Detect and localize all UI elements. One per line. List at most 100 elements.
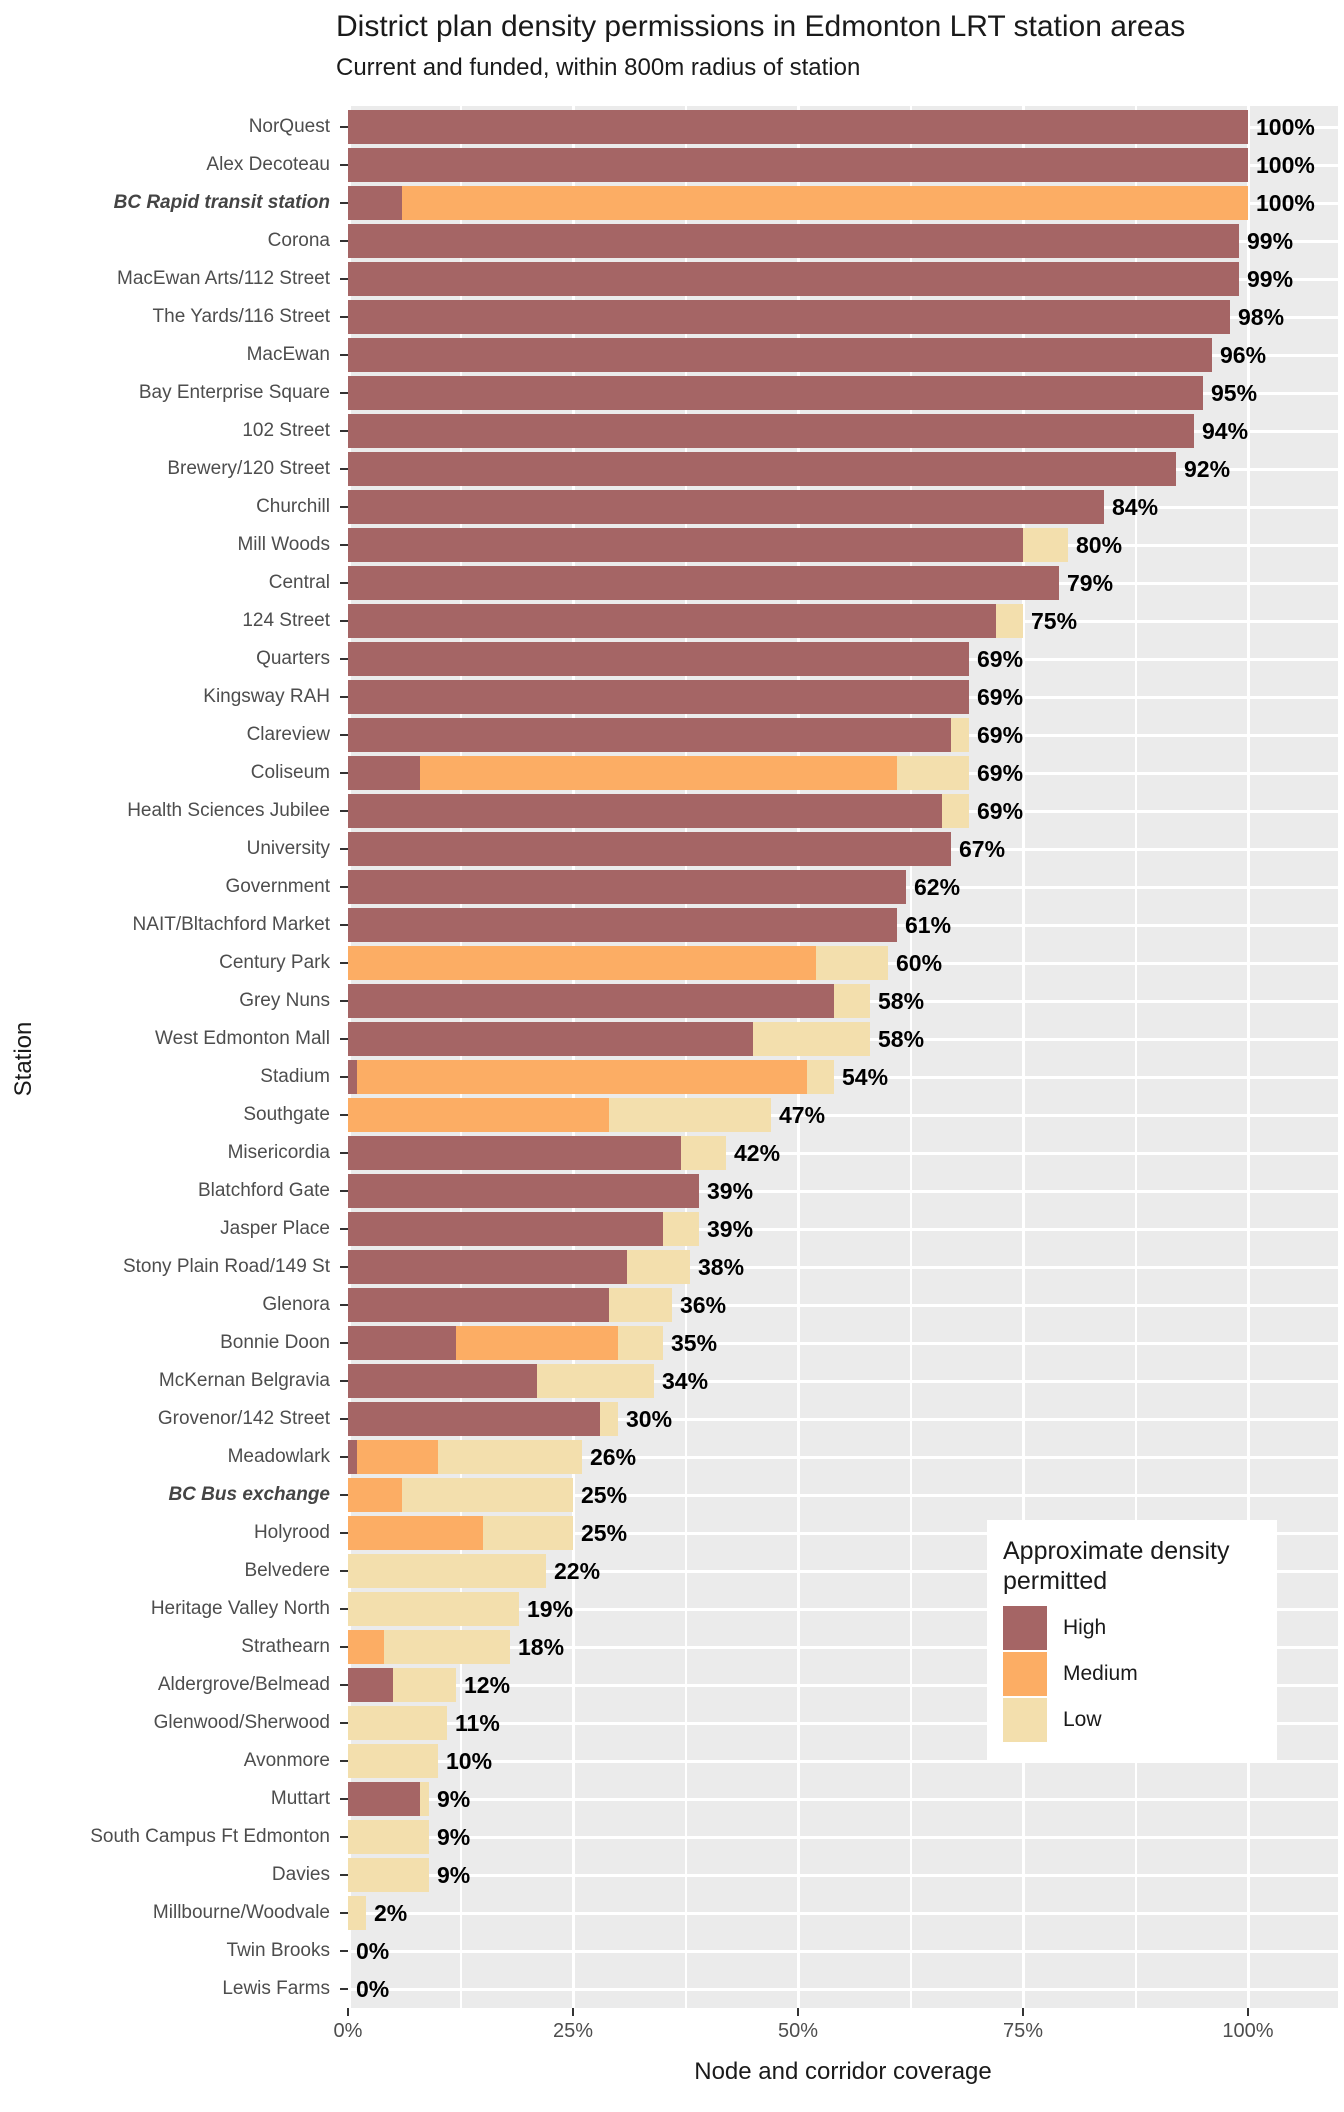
stacked-bar — [348, 1592, 519, 1626]
bar-segment-low — [348, 1592, 519, 1626]
x-tick-label: 100% — [1222, 2020, 1274, 2042]
bar-segment-high — [348, 604, 996, 638]
stacked-bar — [348, 452, 1176, 486]
value-label: 2% — [374, 1900, 408, 1926]
x-tick-label: 0% — [333, 2020, 363, 2042]
bar-segment-low — [393, 1668, 456, 1702]
stacked-bar — [348, 1896, 366, 1930]
legend-swatch-high — [1003, 1606, 1047, 1650]
y-tick-mark — [340, 734, 348, 736]
gridline-minor — [1134, 106, 1137, 2008]
value-label: 99% — [1247, 228, 1294, 254]
stacked-bar — [348, 908, 897, 942]
bar-segment-low — [618, 1326, 663, 1360]
gridline-row — [348, 1722, 1338, 1725]
bar-segment-high — [348, 338, 1212, 372]
bar-segment-high — [348, 1174, 699, 1208]
y-tick-mark — [340, 1684, 348, 1686]
y-tick-mark — [340, 1570, 348, 1572]
x-axis-title: Node and corridor coverage — [694, 2058, 992, 2085]
station-label: BC Bus exchange — [168, 1484, 330, 1505]
station-label: Mill Woods — [237, 534, 330, 555]
bar-segment-high — [348, 718, 951, 752]
stacked-bar — [348, 414, 1194, 448]
y-tick-mark — [340, 1836, 348, 1838]
bar-segment-low — [996, 604, 1023, 638]
gridline-major — [572, 106, 575, 2008]
bar-segment-high — [348, 870, 906, 904]
value-label: 96% — [1220, 342, 1267, 368]
stacked-bar — [348, 1326, 663, 1360]
value-label: 25% — [581, 1520, 628, 1546]
value-label: 9% — [437, 1862, 471, 1888]
gridline-major — [797, 106, 800, 2008]
gridline-major — [348, 106, 351, 2008]
station-label: BC Rapid transit station — [113, 192, 330, 213]
stacked-bar — [348, 1364, 654, 1398]
station-label: Central — [268, 572, 330, 593]
value-label: 61% — [905, 912, 952, 938]
bar-segment-high — [348, 1022, 753, 1056]
stacked-bar — [348, 870, 906, 904]
y-tick-mark — [340, 696, 348, 698]
stacked-bar — [348, 1402, 618, 1436]
y-tick-mark — [340, 430, 348, 432]
station-label: MacEwan — [246, 344, 330, 365]
station-label: Century Park — [219, 952, 330, 973]
bar-segment-low — [537, 1364, 654, 1398]
value-label: 100% — [1256, 190, 1315, 216]
stacked-bar — [348, 1744, 438, 1778]
bar-segment-low — [483, 1516, 573, 1550]
stacked-bar — [348, 1288, 672, 1322]
chart-title: District plan density permissions in Edm… — [336, 10, 1186, 43]
y-axis-title: Station — [10, 1021, 37, 1097]
bar-segment-low — [834, 984, 870, 1018]
y-tick-mark — [340, 1190, 348, 1192]
bar-segment-high — [348, 1402, 600, 1436]
y-tick-mark — [340, 582, 348, 584]
station-label: Lewis Farms — [222, 1978, 330, 1999]
legend-item: High — [1003, 1606, 1277, 1650]
value-label: 79% — [1067, 570, 1114, 596]
value-label: 62% — [914, 874, 961, 900]
station-label: Blatchford Gate — [197, 1180, 330, 1201]
stacked-bar — [348, 604, 1023, 638]
bar-segment-high — [348, 1440, 357, 1474]
stacked-bar — [348, 1782, 429, 1816]
legend-swatch-low — [1003, 1698, 1047, 1742]
bar-segment-low — [609, 1288, 672, 1322]
stacked-bar — [348, 1820, 429, 1854]
gridline-minor — [684, 106, 687, 2008]
gridline-row — [348, 1190, 1338, 1193]
y-tick-mark — [340, 468, 348, 470]
value-label: 95% — [1211, 380, 1258, 406]
station-label: Millbourne/Woodvale — [152, 1902, 330, 1923]
value-label: 60% — [896, 950, 943, 976]
station-label: Clareview — [246, 724, 330, 745]
bar-segment-high — [348, 300, 1230, 334]
value-label: 94% — [1202, 418, 1249, 444]
y-tick-mark — [340, 1152, 348, 1154]
bar-segment-low — [600, 1402, 618, 1436]
gridline-row — [348, 1418, 1338, 1421]
y-tick-mark — [340, 544, 348, 546]
y-tick-mark — [340, 1950, 348, 1952]
bar-segment-high — [348, 832, 951, 866]
stacked-bar — [348, 1516, 573, 1550]
station-label: West Edmonton Mall — [155, 1028, 330, 1049]
value-label: 34% — [662, 1368, 709, 1394]
value-label: 26% — [590, 1444, 637, 1470]
x-tick-mark — [1022, 2008, 1024, 2016]
bar-segment-low — [348, 1554, 546, 1588]
station-label: Belvedere — [244, 1560, 330, 1581]
y-tick-mark — [340, 240, 348, 242]
gridline-minor — [459, 106, 462, 2008]
bar-segment-low — [402, 1478, 573, 1512]
station-label: Davies — [271, 1864, 330, 1885]
y-tick-mark — [340, 1608, 348, 1610]
station-label: Bay Enterprise Square — [138, 382, 330, 403]
stacked-bar — [348, 300, 1230, 334]
y-tick-mark — [340, 1988, 348, 1990]
bar-segment-low — [384, 1630, 510, 1664]
stacked-bar — [348, 262, 1239, 296]
